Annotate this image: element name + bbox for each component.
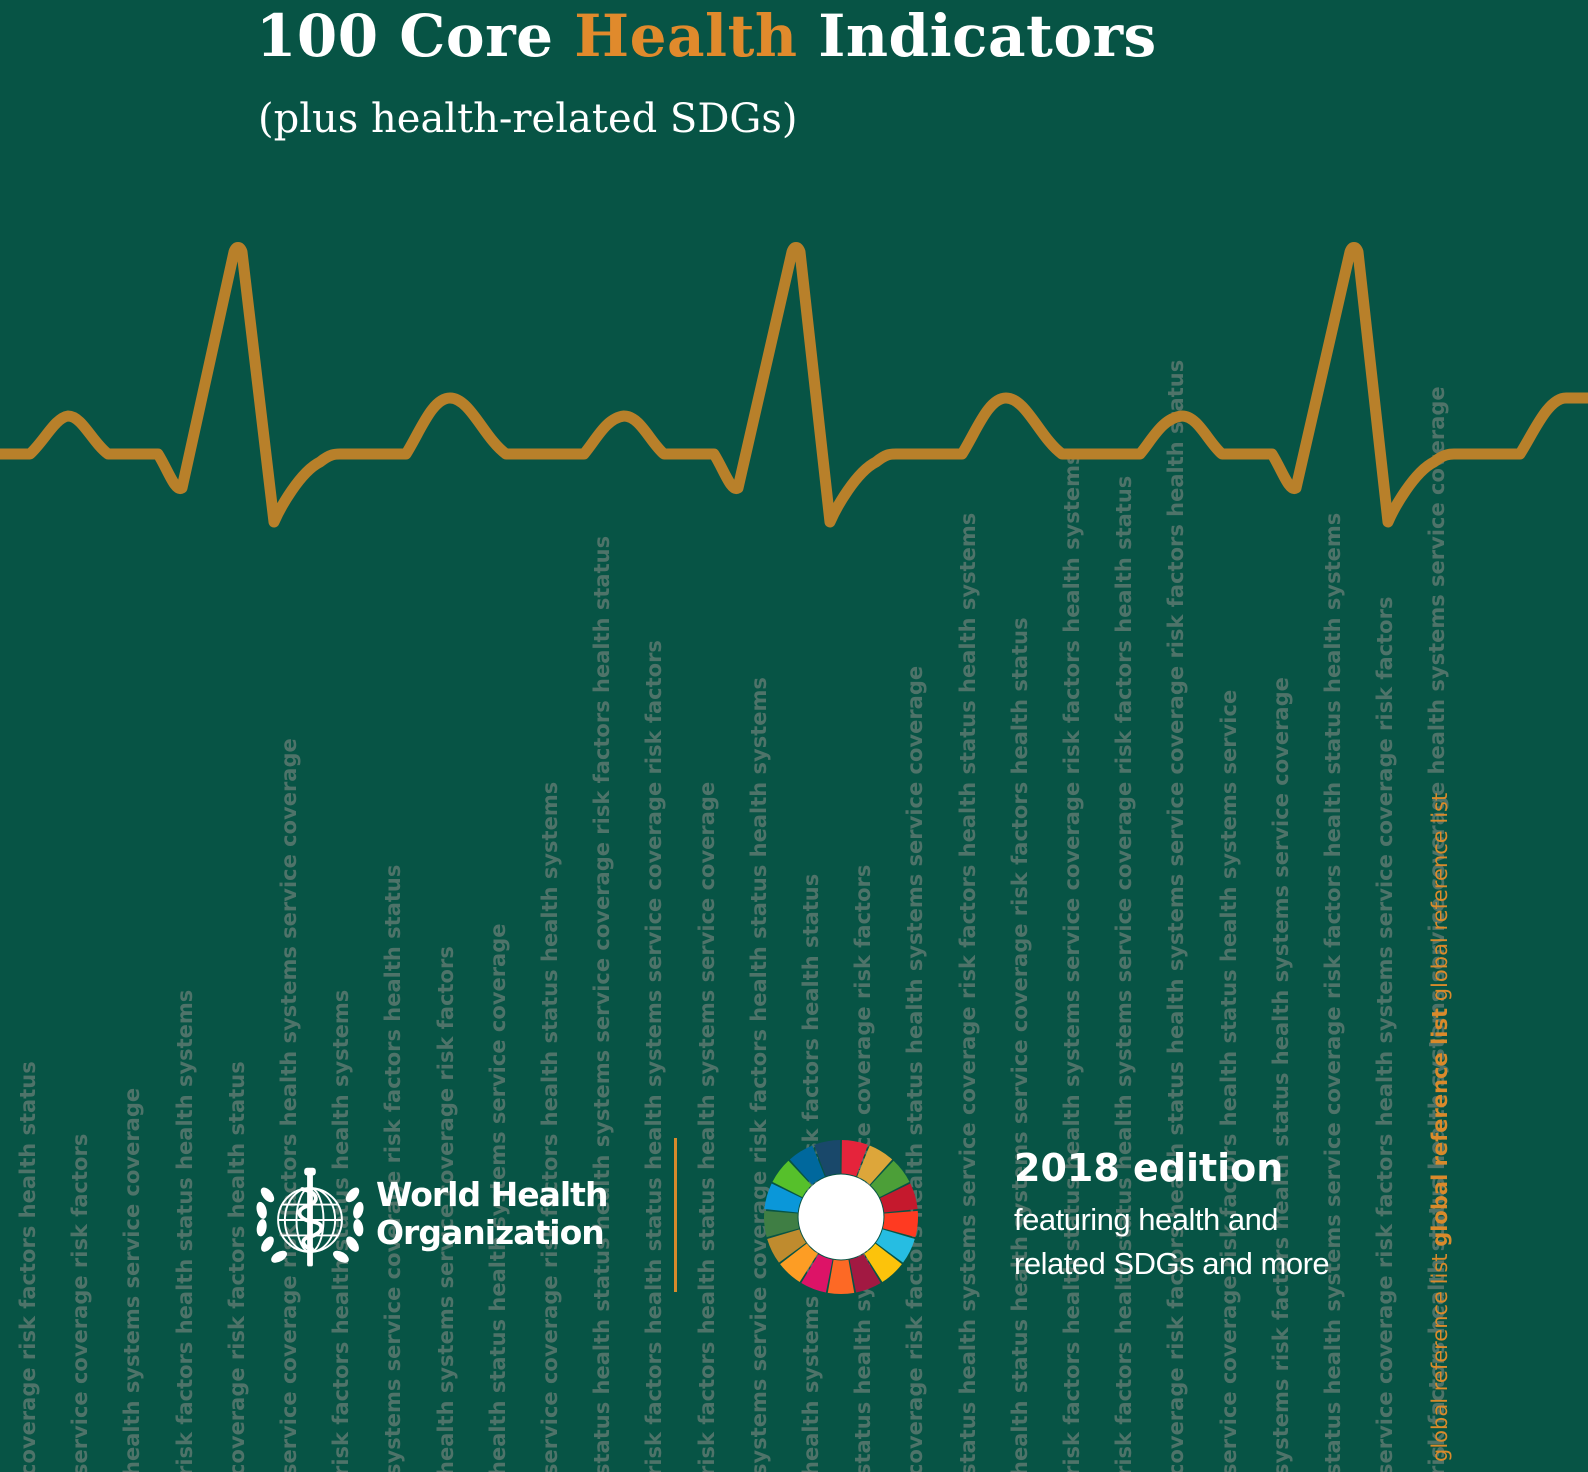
sdg-wheel-segment: [882, 1210, 919, 1238]
title-part1: 100 Core: [256, 2, 575, 70]
edition-tagline-line2: related SDGs and more: [1014, 1246, 1330, 1281]
who-name-line1: World Health: [376, 1175, 608, 1214]
sdg-wheel-segment: [864, 1243, 902, 1282]
sdg-wheel-segment: [789, 1145, 825, 1185]
edition-year: 2018 edition: [1014, 1146, 1284, 1190]
sdg-wheel-segment: [772, 1160, 812, 1198]
sdg-wheel-segment: [767, 1229, 807, 1263]
title-part2: Indicators: [797, 2, 1157, 70]
sdg-wheel-segment: [841, 1139, 868, 1177]
edition-tagline-line1: featuring health and: [1014, 1202, 1279, 1237]
sdg-wheel-segment: [870, 1160, 910, 1198]
sdg-wheel-icon: [763, 1139, 919, 1295]
who-organization-name: World Health Organization: [376, 1175, 608, 1252]
sdg-wheel-segment: [801, 1254, 833, 1293]
sdg-wheel-center: [798, 1174, 884, 1260]
who-emblem-icon: [256, 1167, 364, 1267]
reflist-part2: global reference list: [1428, 792, 1452, 1008]
sdg-wheel-segment: [814, 1139, 841, 1177]
logo-divider: [674, 1138, 677, 1292]
sdg-wheel-segment: [827, 1259, 855, 1295]
title-accent: Health: [574, 2, 798, 70]
global-reference-list-label: global reference list global reference l…: [1428, 792, 1452, 1462]
cover-title: 100 Core Health Indicators: [256, 2, 1157, 70]
sdg-wheel-segment: [849, 1254, 881, 1293]
cover-subtitle: (plus health-related SDGs): [258, 96, 798, 142]
sdg-wheel-segment: [763, 1210, 800, 1238]
sdg-wheel-segment: [780, 1243, 818, 1282]
reflist-bold: global reference list: [1428, 1007, 1452, 1247]
who-name-line2: Organization: [376, 1213, 605, 1252]
sdg-wheel-segment: [875, 1229, 915, 1263]
sdg-wheel-segment: [880, 1183, 918, 1213]
sdg-wheel-segment: [857, 1145, 893, 1185]
sdg-wheel-segment: [764, 1183, 802, 1213]
edition-tagline: featuring health and related SDGs and mo…: [1014, 1198, 1330, 1286]
reflist-part1: global reference list: [1428, 1246, 1452, 1462]
